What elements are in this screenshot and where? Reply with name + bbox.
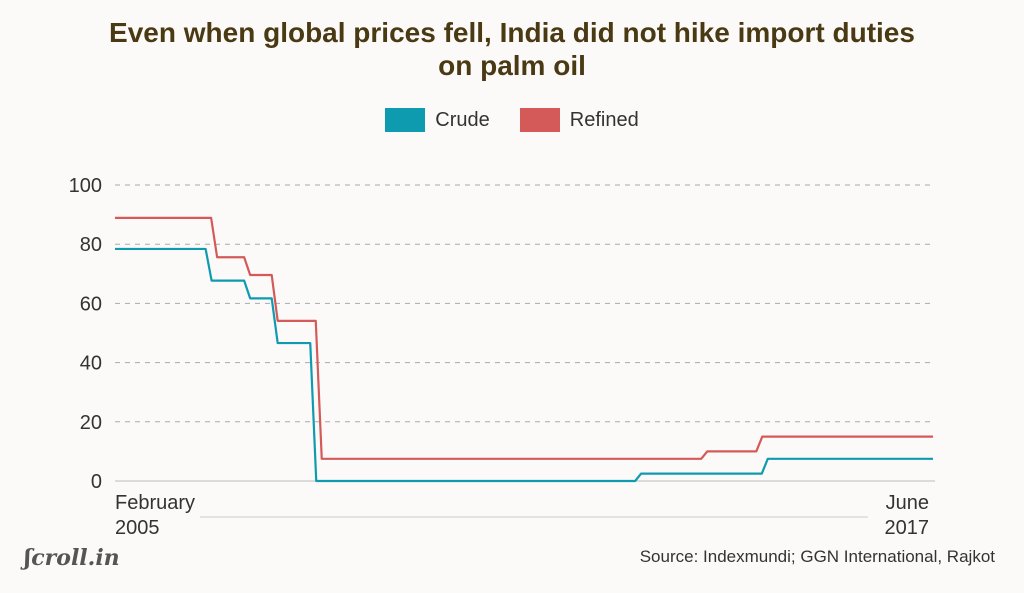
source-note: Source: Indexmundi; GGN International, R… <box>639 547 995 566</box>
x-end-label-year: 2017 <box>885 517 930 539</box>
legend-swatch-refined <box>519 108 560 132</box>
y-tick-label: 40 <box>80 353 102 375</box>
y-tick-label: 100 <box>69 175 102 197</box>
y-tick-label: 60 <box>80 293 102 315</box>
x-start-label-month: February <box>115 492 195 514</box>
chart-title-line-2: on palm oil <box>438 50 586 81</box>
legend: Crude Refined <box>0 108 1024 132</box>
legend-swatch-crude <box>385 108 426 132</box>
scroll-logo: ʃcroll.in <box>24 545 120 571</box>
y-tick-label: 20 <box>80 412 102 434</box>
x-start-label-year: 2005 <box>115 517 160 539</box>
series-line-crude <box>115 247 933 483</box>
legend-item-refined: Refined <box>519 108 639 132</box>
legend-item-crude: Crude <box>385 108 490 132</box>
series-line-refined <box>115 216 933 460</box>
y-tick-label: 80 <box>80 234 102 256</box>
legend-label-refined: Refined <box>569 108 639 131</box>
chart-title: Even when global prices fell, India did … <box>0 16 1024 82</box>
x-end-label-month: June <box>886 492 929 514</box>
legend-label-crude: Crude <box>435 108 490 131</box>
y-tick-label: 0 <box>91 471 102 493</box>
chart-title-line-1: Even when global prices fell, India did … <box>109 17 915 48</box>
